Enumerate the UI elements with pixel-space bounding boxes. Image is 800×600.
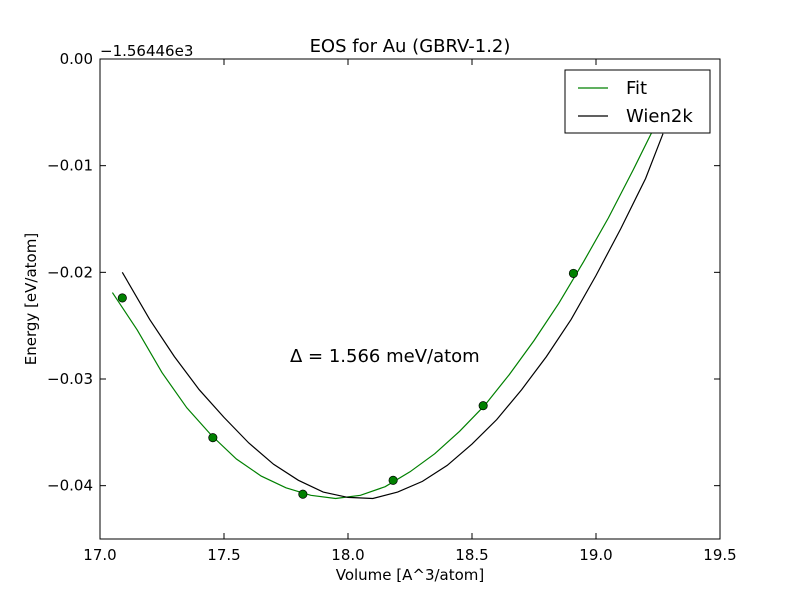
data-point [298, 489, 308, 499]
chart-title: EOS for Au (GBRV-1.2) [310, 36, 511, 57]
y-axis-label: Energy [eV/atom] [22, 233, 40, 365]
data-point [568, 268, 578, 278]
series-layer [111, 119, 664, 500]
x-tick-label: 18.5 [455, 546, 488, 564]
y-tick-label: −0.02 [47, 263, 93, 281]
y-tick-label: −0.04 [47, 477, 93, 495]
legend: Fit Wien2k [564, 69, 711, 134]
y-tick-label: 0.00 [60, 50, 93, 68]
data-point [478, 401, 488, 411]
ticks-layer: 17.0 17.5 18.0 18.5 19.0 19.5 0.00 −0.01 −0.02 −0… [47, 50, 737, 564]
legend-box [564, 69, 711, 134]
data-point [117, 293, 127, 303]
x-tick-label: 19.0 [579, 546, 612, 564]
legend-wien2k-label: Wien2k [626, 106, 693, 127]
y-tick-label: −0.03 [47, 370, 93, 388]
x-tick-label: 17.0 [83, 546, 116, 564]
plot-area [100, 59, 720, 539]
plot-frame [99, 58, 721, 540]
delta-annotation: Δ = 1.566 meV/atom [290, 346, 480, 367]
x-tick-label: 17.5 [207, 546, 240, 564]
x-tick-label: 18.0 [331, 546, 364, 564]
series-line-wien2k [121, 133, 664, 500]
legend-fit-label: Fit [626, 78, 647, 99]
data-point [388, 475, 398, 485]
x-axis-label: Volume [A^3/atom] [336, 566, 485, 584]
series-line-fit [111, 119, 659, 500]
y-offset-text: −1.56446e3 [100, 42, 193, 60]
x-tick-label: 19.5 [703, 546, 736, 564]
data-point [208, 433, 218, 443]
y-tick-label: −0.01 [47, 157, 93, 175]
